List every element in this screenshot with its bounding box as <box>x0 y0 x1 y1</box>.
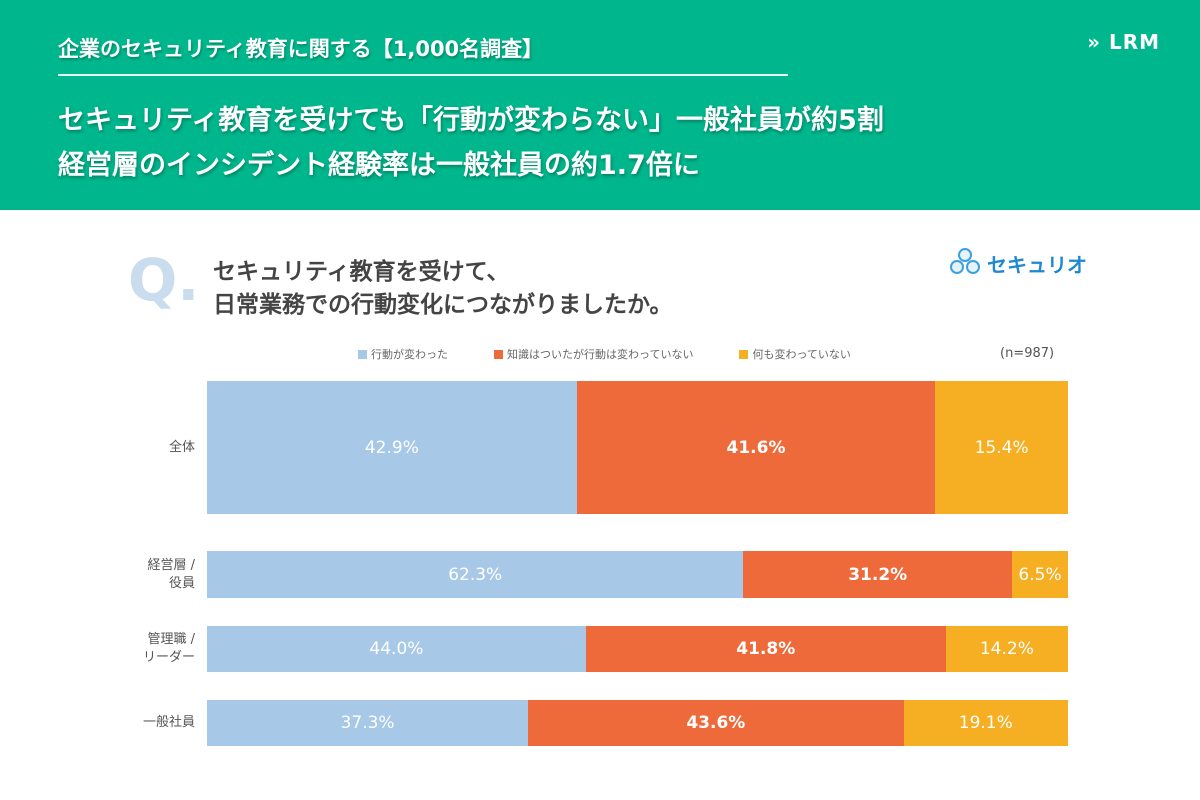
legend-label: 知識はついたが行動は変わっていない <box>507 348 694 361</box>
data-label: 62.3% <box>448 564 503 585</box>
bar-segment: 44.0% <box>207 626 586 672</box>
question-line-2: 日常業務での行動変化につながりましたか。 <box>213 292 673 318</box>
header-banner: 企業のセキュリティ教育に関する【1,000名調査】 セキュリティ教育を受けても「… <box>0 0 1200 210</box>
survey-title: 企業のセキュリティ教育に関する【1,000名調査】 <box>58 37 544 61</box>
data-label: 15.4% <box>974 437 1029 458</box>
headline-1: セキュリティ教育を受けても「行動が変わらない」一般社員が約5割 <box>58 105 884 136</box>
legend-label: 何も変わっていない <box>752 348 851 361</box>
data-label: 14.2% <box>979 639 1034 659</box>
logo-text: LRM <box>1108 30 1160 54</box>
sample-size: (n=987) <box>1000 346 1055 361</box>
data-label: 42.9% <box>364 437 419 458</box>
bar-segment: 31.2% <box>743 551 1013 598</box>
data-label: 41.8% <box>736 639 796 659</box>
legend-item: 何も変わっていない <box>739 346 851 362</box>
question-line-1: セキュリティ教育を受けて、 <box>213 259 510 285</box>
bar-segment: 6.5% <box>1012 551 1068 598</box>
question-mark: Q. <box>128 246 200 314</box>
bar-segment: 37.3% <box>207 700 529 746</box>
headline-2: 経営層のインシデント経験率は一般社員の約1.7倍に <box>58 150 700 181</box>
securio-logo: セキュリオ <box>948 248 1087 278</box>
category-label: 経営層 / 役員 <box>147 557 195 591</box>
data-label: 37.3% <box>340 713 395 733</box>
data-label: 41.6% <box>726 437 786 458</box>
bar-segment: 43.6% <box>528 700 904 746</box>
category-label: 一般社員 <box>142 715 195 730</box>
legend-swatch <box>494 349 503 359</box>
bar-segment: 62.3% <box>207 551 744 598</box>
data-label: 43.6% <box>686 713 746 733</box>
brand-name: セキュリオ <box>987 252 1087 277</box>
legend-item: 行動が変わった <box>358 346 448 362</box>
data-label: 19.1% <box>958 713 1013 733</box>
bar-segment: 15.4% <box>935 381 1068 514</box>
category-label: 管理職 / リーダー <box>142 632 195 665</box>
bar-segment: 41.6% <box>576 381 936 514</box>
data-label: 6.5% <box>1018 564 1062 585</box>
lrm-logo: » LRM <box>1087 30 1160 54</box>
legend-swatch <box>739 349 749 359</box>
bar-segment: 19.1% <box>903 700 1068 746</box>
data-label: 31.2% <box>848 564 908 585</box>
mascot-icon <box>948 248 984 278</box>
bar-segment: 42.9% <box>207 381 577 514</box>
data-label: 44.0% <box>369 639 424 659</box>
legend-item: 知識はついたが行動は変わっていない <box>494 346 693 362</box>
bar-segment: 14.2% <box>945 626 1068 672</box>
legend-label: 行動が変わった <box>371 348 448 361</box>
divider <box>58 74 788 76</box>
category-label: 全体 <box>168 439 195 455</box>
legend: 行動が変わった 知識はついたが行動は変わっていない 何も変わっていない <box>358 346 851 362</box>
legend-swatch <box>358 349 367 359</box>
bar-segment: 41.8% <box>585 626 946 672</box>
double-chevron-right-icon: » <box>1087 30 1101 54</box>
